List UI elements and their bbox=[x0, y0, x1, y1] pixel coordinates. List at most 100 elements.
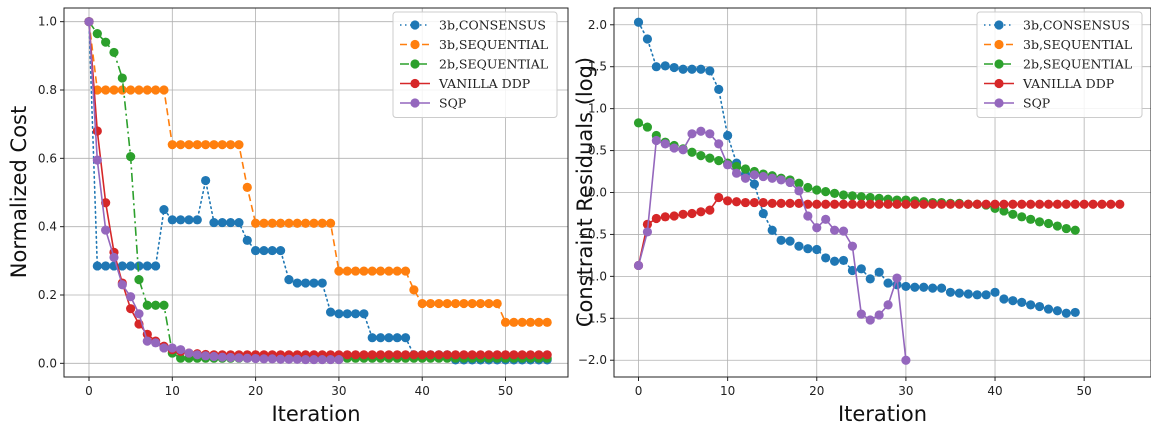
x-tick-label: 20 bbox=[809, 384, 824, 398]
data-point bbox=[972, 290, 982, 300]
data-point bbox=[874, 199, 884, 209]
data-point bbox=[117, 261, 127, 271]
data-point bbox=[309, 218, 319, 228]
y-axis-label: Constraint Residuals (log) bbox=[573, 57, 597, 327]
data-point bbox=[500, 350, 511, 360]
legend-label: 3b,SEQUENTIAL bbox=[1023, 37, 1132, 52]
data-point bbox=[705, 205, 715, 215]
data-point bbox=[492, 298, 502, 309]
legend-label: SQP bbox=[439, 96, 466, 111]
legend-marker bbox=[994, 39, 1004, 50]
data-point bbox=[350, 266, 361, 276]
data-point bbox=[740, 164, 751, 174]
data-point bbox=[176, 345, 186, 355]
data-point bbox=[847, 199, 858, 209]
data-point bbox=[785, 177, 795, 188]
data-point bbox=[838, 190, 849, 200]
data-point bbox=[1026, 214, 1036, 224]
data-point bbox=[134, 275, 144, 285]
data-point bbox=[954, 199, 964, 209]
data-point bbox=[919, 282, 929, 292]
data-point bbox=[151, 300, 161, 310]
data-point bbox=[359, 350, 369, 360]
y-tick-label: −1.0 bbox=[578, 269, 607, 283]
data-point bbox=[865, 199, 875, 209]
data-point bbox=[714, 139, 724, 149]
data-point bbox=[467, 350, 477, 360]
y-tick-label: 1.5 bbox=[588, 60, 607, 74]
data-point bbox=[109, 85, 119, 95]
data-point bbox=[990, 287, 1000, 297]
axes-frame bbox=[63, 7, 569, 378]
data-point bbox=[184, 140, 194, 150]
x-axis-label: Iteration bbox=[271, 402, 360, 426]
data-point bbox=[484, 298, 494, 309]
y-tick-label: 2.0 bbox=[588, 18, 607, 32]
data-point bbox=[367, 266, 377, 276]
y-tick-label: 0.5 bbox=[588, 144, 607, 158]
data-point bbox=[821, 214, 831, 224]
data-point bbox=[300, 278, 311, 288]
data-point bbox=[1043, 218, 1054, 229]
data-point bbox=[409, 285, 419, 295]
legend-label: 3b,CONSENSUS bbox=[439, 18, 546, 33]
data-point bbox=[534, 350, 544, 360]
data-point bbox=[865, 315, 875, 325]
data-point bbox=[159, 85, 169, 95]
data-point bbox=[1008, 296, 1018, 306]
data-point bbox=[226, 140, 236, 150]
legend-marker bbox=[410, 59, 420, 69]
legend-label: 3b,CONSENSUS bbox=[1023, 18, 1130, 33]
data-point bbox=[525, 317, 536, 327]
data-point bbox=[1026, 300, 1036, 310]
data-point bbox=[292, 278, 302, 288]
data-point bbox=[723, 130, 733, 141]
data-point bbox=[234, 140, 244, 150]
x-axis-label: Iteration bbox=[838, 402, 927, 426]
data-point bbox=[101, 85, 111, 95]
data-point bbox=[696, 151, 706, 161]
data-point bbox=[651, 213, 661, 224]
data-point bbox=[901, 199, 911, 209]
x-tick-label: 20 bbox=[248, 384, 263, 398]
data-point bbox=[334, 354, 344, 365]
y-tick-label: 0.0 bbox=[38, 356, 57, 370]
data-point bbox=[350, 309, 361, 319]
data-point bbox=[292, 218, 302, 228]
data-point bbox=[714, 192, 724, 203]
data-point bbox=[821, 199, 831, 209]
data-point bbox=[1088, 199, 1098, 209]
data-point bbox=[117, 85, 127, 95]
data-point bbox=[803, 244, 813, 254]
data-point bbox=[794, 178, 804, 188]
data-point bbox=[492, 350, 502, 360]
data-point bbox=[400, 350, 411, 360]
data-point bbox=[678, 145, 688, 155]
data-point bbox=[776, 175, 786, 185]
data-point bbox=[317, 278, 327, 288]
data-point bbox=[167, 343, 177, 353]
data-point bbox=[776, 235, 786, 245]
data-point bbox=[375, 333, 386, 343]
y-axis-label: Normalized Cost bbox=[7, 106, 31, 278]
data-point bbox=[176, 353, 186, 363]
x-tick-label: 0 bbox=[85, 384, 93, 398]
legend-label: 2b,SEQUENTIAL bbox=[439, 57, 548, 72]
x-tick-label: 10 bbox=[720, 384, 735, 398]
y-tick-label: −0.5 bbox=[578, 227, 607, 241]
data-point bbox=[999, 199, 1009, 209]
data-point bbox=[367, 333, 377, 343]
data-point bbox=[142, 300, 152, 310]
data-point bbox=[838, 199, 849, 209]
data-point bbox=[928, 199, 938, 209]
data-point bbox=[309, 278, 319, 288]
data-point bbox=[217, 140, 227, 150]
data-point bbox=[856, 199, 866, 209]
data-point bbox=[803, 211, 813, 221]
data-point bbox=[829, 199, 840, 209]
series-line bbox=[637, 130, 907, 361]
data-point bbox=[705, 153, 715, 163]
data-point bbox=[226, 217, 236, 228]
legend-label: SQP bbox=[1023, 96, 1050, 111]
